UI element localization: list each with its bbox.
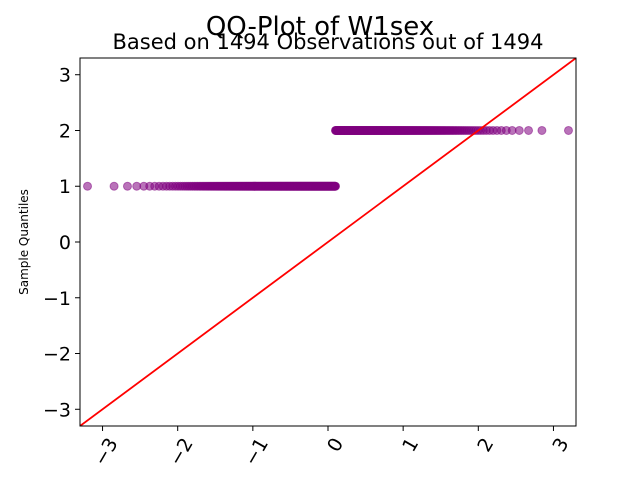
data-points bbox=[83, 125, 573, 191]
x-tick-label: 0 bbox=[323, 434, 348, 455]
x-tick-label: 1 bbox=[398, 434, 423, 455]
series-0-points bbox=[83, 181, 341, 191]
data-point bbox=[331, 125, 341, 135]
x-tick-label: −3 bbox=[90, 434, 123, 469]
data-point bbox=[122, 181, 132, 191]
x-axis: −3 −2 −1 0 1 2 3 bbox=[90, 426, 574, 470]
y-tick-label: −3 bbox=[43, 399, 71, 421]
x-tick-label: 2 bbox=[473, 434, 498, 455]
y-tick-label: −1 bbox=[43, 288, 71, 310]
y-tick-label: 2 bbox=[59, 120, 71, 142]
reference-line bbox=[80, 58, 576, 426]
reference-line-layer bbox=[80, 58, 576, 426]
series-1-points bbox=[331, 125, 573, 135]
x-tick-label: 3 bbox=[548, 434, 573, 455]
data-point bbox=[331, 181, 341, 191]
data-point bbox=[83, 181, 93, 191]
y-tick-label: 1 bbox=[59, 176, 71, 198]
y-tick-label: −2 bbox=[43, 344, 71, 366]
chart-subtitle: Based on 1494 Observations out of 1494 bbox=[112, 30, 543, 54]
data-point bbox=[524, 125, 534, 135]
y-tick-label: 3 bbox=[59, 65, 71, 87]
data-point bbox=[537, 125, 547, 135]
chart-title: QQ-Plot of W1sex bbox=[206, 12, 434, 42]
x-tick-label: −1 bbox=[240, 434, 273, 469]
y-axis: −3 −2 −1 0 1 2 3 bbox=[43, 65, 80, 421]
data-point bbox=[514, 125, 524, 135]
data-point bbox=[563, 125, 573, 135]
y-axis-label: Sample Quantiles bbox=[17, 189, 31, 295]
y-tick-label: 0 bbox=[59, 232, 71, 254]
data-point bbox=[109, 181, 119, 191]
x-tick-label: −2 bbox=[165, 434, 198, 469]
